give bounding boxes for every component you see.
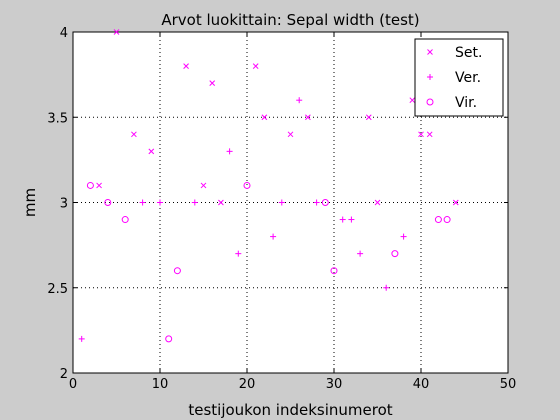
x-axis-label: testijoukon indeksinumerot [188,401,392,419]
data-point [104,199,112,206]
x-tick-label: 50 [500,377,517,392]
data-point [96,182,102,189]
data-point [183,63,189,69]
data-point [139,199,146,206]
data-point [296,97,303,104]
data-point [452,199,459,206]
data-point [243,181,251,189]
data-point [383,284,390,291]
data-point [121,216,129,224]
series-set [96,29,459,206]
data-point [426,131,433,138]
data-point [321,199,329,206]
legend-label: Vir. [455,95,477,111]
data-point [270,233,277,240]
y-tick-label: 3 [60,197,68,212]
data-point [78,335,85,342]
data-point [113,29,120,35]
y-tick-label: 4 [60,26,68,41]
data-point [226,148,233,155]
series-vir [86,181,451,343]
chart-title: Arvot luokittain: Sepal width (test) [161,11,419,29]
x-tick-label: 20 [239,377,256,392]
data-point [443,216,451,224]
data-point [391,250,399,258]
data-point [131,131,137,138]
data-point [148,148,155,155]
data-point [365,114,372,121]
data-point [409,97,416,104]
data-point [173,267,181,275]
data-point [235,250,242,257]
x-tick-label: 0 [69,377,77,392]
y-tick-label: 2.5 [47,282,68,297]
legend-marker [426,98,434,106]
y-tick-label: 3.5 [47,111,68,126]
data-point [418,131,424,138]
legend-marker [427,49,433,55]
legend-label: Set. [455,45,482,61]
data-point [278,199,285,206]
ticks [72,31,509,374]
y-tick-label: 2 [60,367,68,382]
series-ver [78,97,407,342]
y-axis-label: mm [21,188,39,217]
data-point [434,216,442,224]
data-point [357,250,364,257]
data-point [252,63,259,69]
legend: Set. Ver. Vir. [414,38,504,117]
data-point [165,335,173,343]
legend-marker [427,74,433,80]
legend-label: Ver. [455,70,481,86]
data-point [313,199,320,206]
data-point [86,181,94,189]
data-point [400,233,407,240]
data-point [261,114,268,121]
x-tick-label: 40 [413,377,430,392]
data-marks [78,29,459,343]
x-tick-label: 30 [326,377,343,392]
data-point [200,182,207,189]
data-point [330,267,338,275]
data-point [287,131,294,138]
data-point [191,199,198,206]
data-point [218,199,224,206]
data-point [339,216,346,223]
x-tick-label: 10 [152,377,169,392]
tick-labels: 0 10 20 30 40 50 2 2.5 3 3.5 4 [47,26,516,392]
data-point [305,114,311,121]
data-point [209,80,216,87]
data-point [374,199,381,206]
data-point [157,199,163,206]
data-point [348,216,355,223]
